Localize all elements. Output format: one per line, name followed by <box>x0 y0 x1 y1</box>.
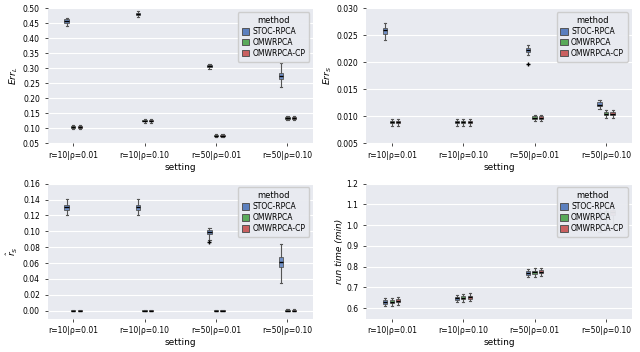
PathPatch shape <box>149 310 153 311</box>
X-axis label: setting: setting <box>483 163 515 172</box>
PathPatch shape <box>461 296 465 299</box>
X-axis label: setting: setting <box>164 338 196 347</box>
PathPatch shape <box>611 112 615 115</box>
PathPatch shape <box>526 271 530 275</box>
Y-axis label: run time (min): run time (min) <box>335 219 344 284</box>
PathPatch shape <box>461 121 465 124</box>
PathPatch shape <box>390 300 394 303</box>
PathPatch shape <box>214 135 218 136</box>
PathPatch shape <box>279 257 283 267</box>
Legend: STOC-RPCA, OMWRPCA, OMWRPCA-CP: STOC-RPCA, OMWRPCA, OMWRPCA-CP <box>238 12 309 62</box>
PathPatch shape <box>220 135 225 136</box>
PathPatch shape <box>532 271 537 274</box>
Y-axis label: $Err_L$: $Err_L$ <box>8 67 20 85</box>
X-axis label: setting: setting <box>164 163 196 172</box>
PathPatch shape <box>71 126 76 127</box>
PathPatch shape <box>604 211 608 217</box>
PathPatch shape <box>285 117 289 119</box>
PathPatch shape <box>285 310 289 311</box>
PathPatch shape <box>279 73 283 79</box>
PathPatch shape <box>526 48 530 52</box>
PathPatch shape <box>292 310 296 311</box>
PathPatch shape <box>143 310 147 311</box>
PathPatch shape <box>454 121 459 124</box>
PathPatch shape <box>136 205 140 210</box>
PathPatch shape <box>539 270 543 274</box>
PathPatch shape <box>143 120 147 121</box>
PathPatch shape <box>136 13 140 15</box>
PathPatch shape <box>604 112 608 115</box>
PathPatch shape <box>77 126 82 127</box>
PathPatch shape <box>597 212 602 219</box>
PathPatch shape <box>220 310 225 311</box>
Y-axis label: $\hat{r}_S$: $\hat{r}_S$ <box>5 246 20 256</box>
PathPatch shape <box>383 28 387 34</box>
PathPatch shape <box>539 117 543 119</box>
PathPatch shape <box>65 205 68 210</box>
Legend: STOC-RPCA, OMWRPCA, OMWRPCA-CP: STOC-RPCA, OMWRPCA, OMWRPCA-CP <box>238 188 309 237</box>
PathPatch shape <box>65 19 68 23</box>
PathPatch shape <box>71 310 76 311</box>
Legend: STOC-RPCA, OMWRPCA, OMWRPCA-CP: STOC-RPCA, OMWRPCA, OMWRPCA-CP <box>557 12 628 62</box>
PathPatch shape <box>454 297 459 300</box>
PathPatch shape <box>390 121 394 124</box>
PathPatch shape <box>149 120 153 121</box>
PathPatch shape <box>383 300 387 304</box>
PathPatch shape <box>611 209 615 215</box>
PathPatch shape <box>396 121 401 124</box>
PathPatch shape <box>468 296 472 298</box>
PathPatch shape <box>597 102 602 106</box>
PathPatch shape <box>468 121 472 124</box>
Legend: STOC-RPCA, OMWRPCA, OMWRPCA-CP: STOC-RPCA, OMWRPCA, OMWRPCA-CP <box>557 188 628 237</box>
X-axis label: setting: setting <box>483 338 515 347</box>
PathPatch shape <box>207 231 212 234</box>
PathPatch shape <box>207 65 212 67</box>
PathPatch shape <box>292 117 296 119</box>
PathPatch shape <box>532 117 537 119</box>
PathPatch shape <box>214 310 218 311</box>
PathPatch shape <box>396 299 401 302</box>
PathPatch shape <box>77 310 82 311</box>
Y-axis label: $Err_S$: $Err_S$ <box>321 67 334 86</box>
